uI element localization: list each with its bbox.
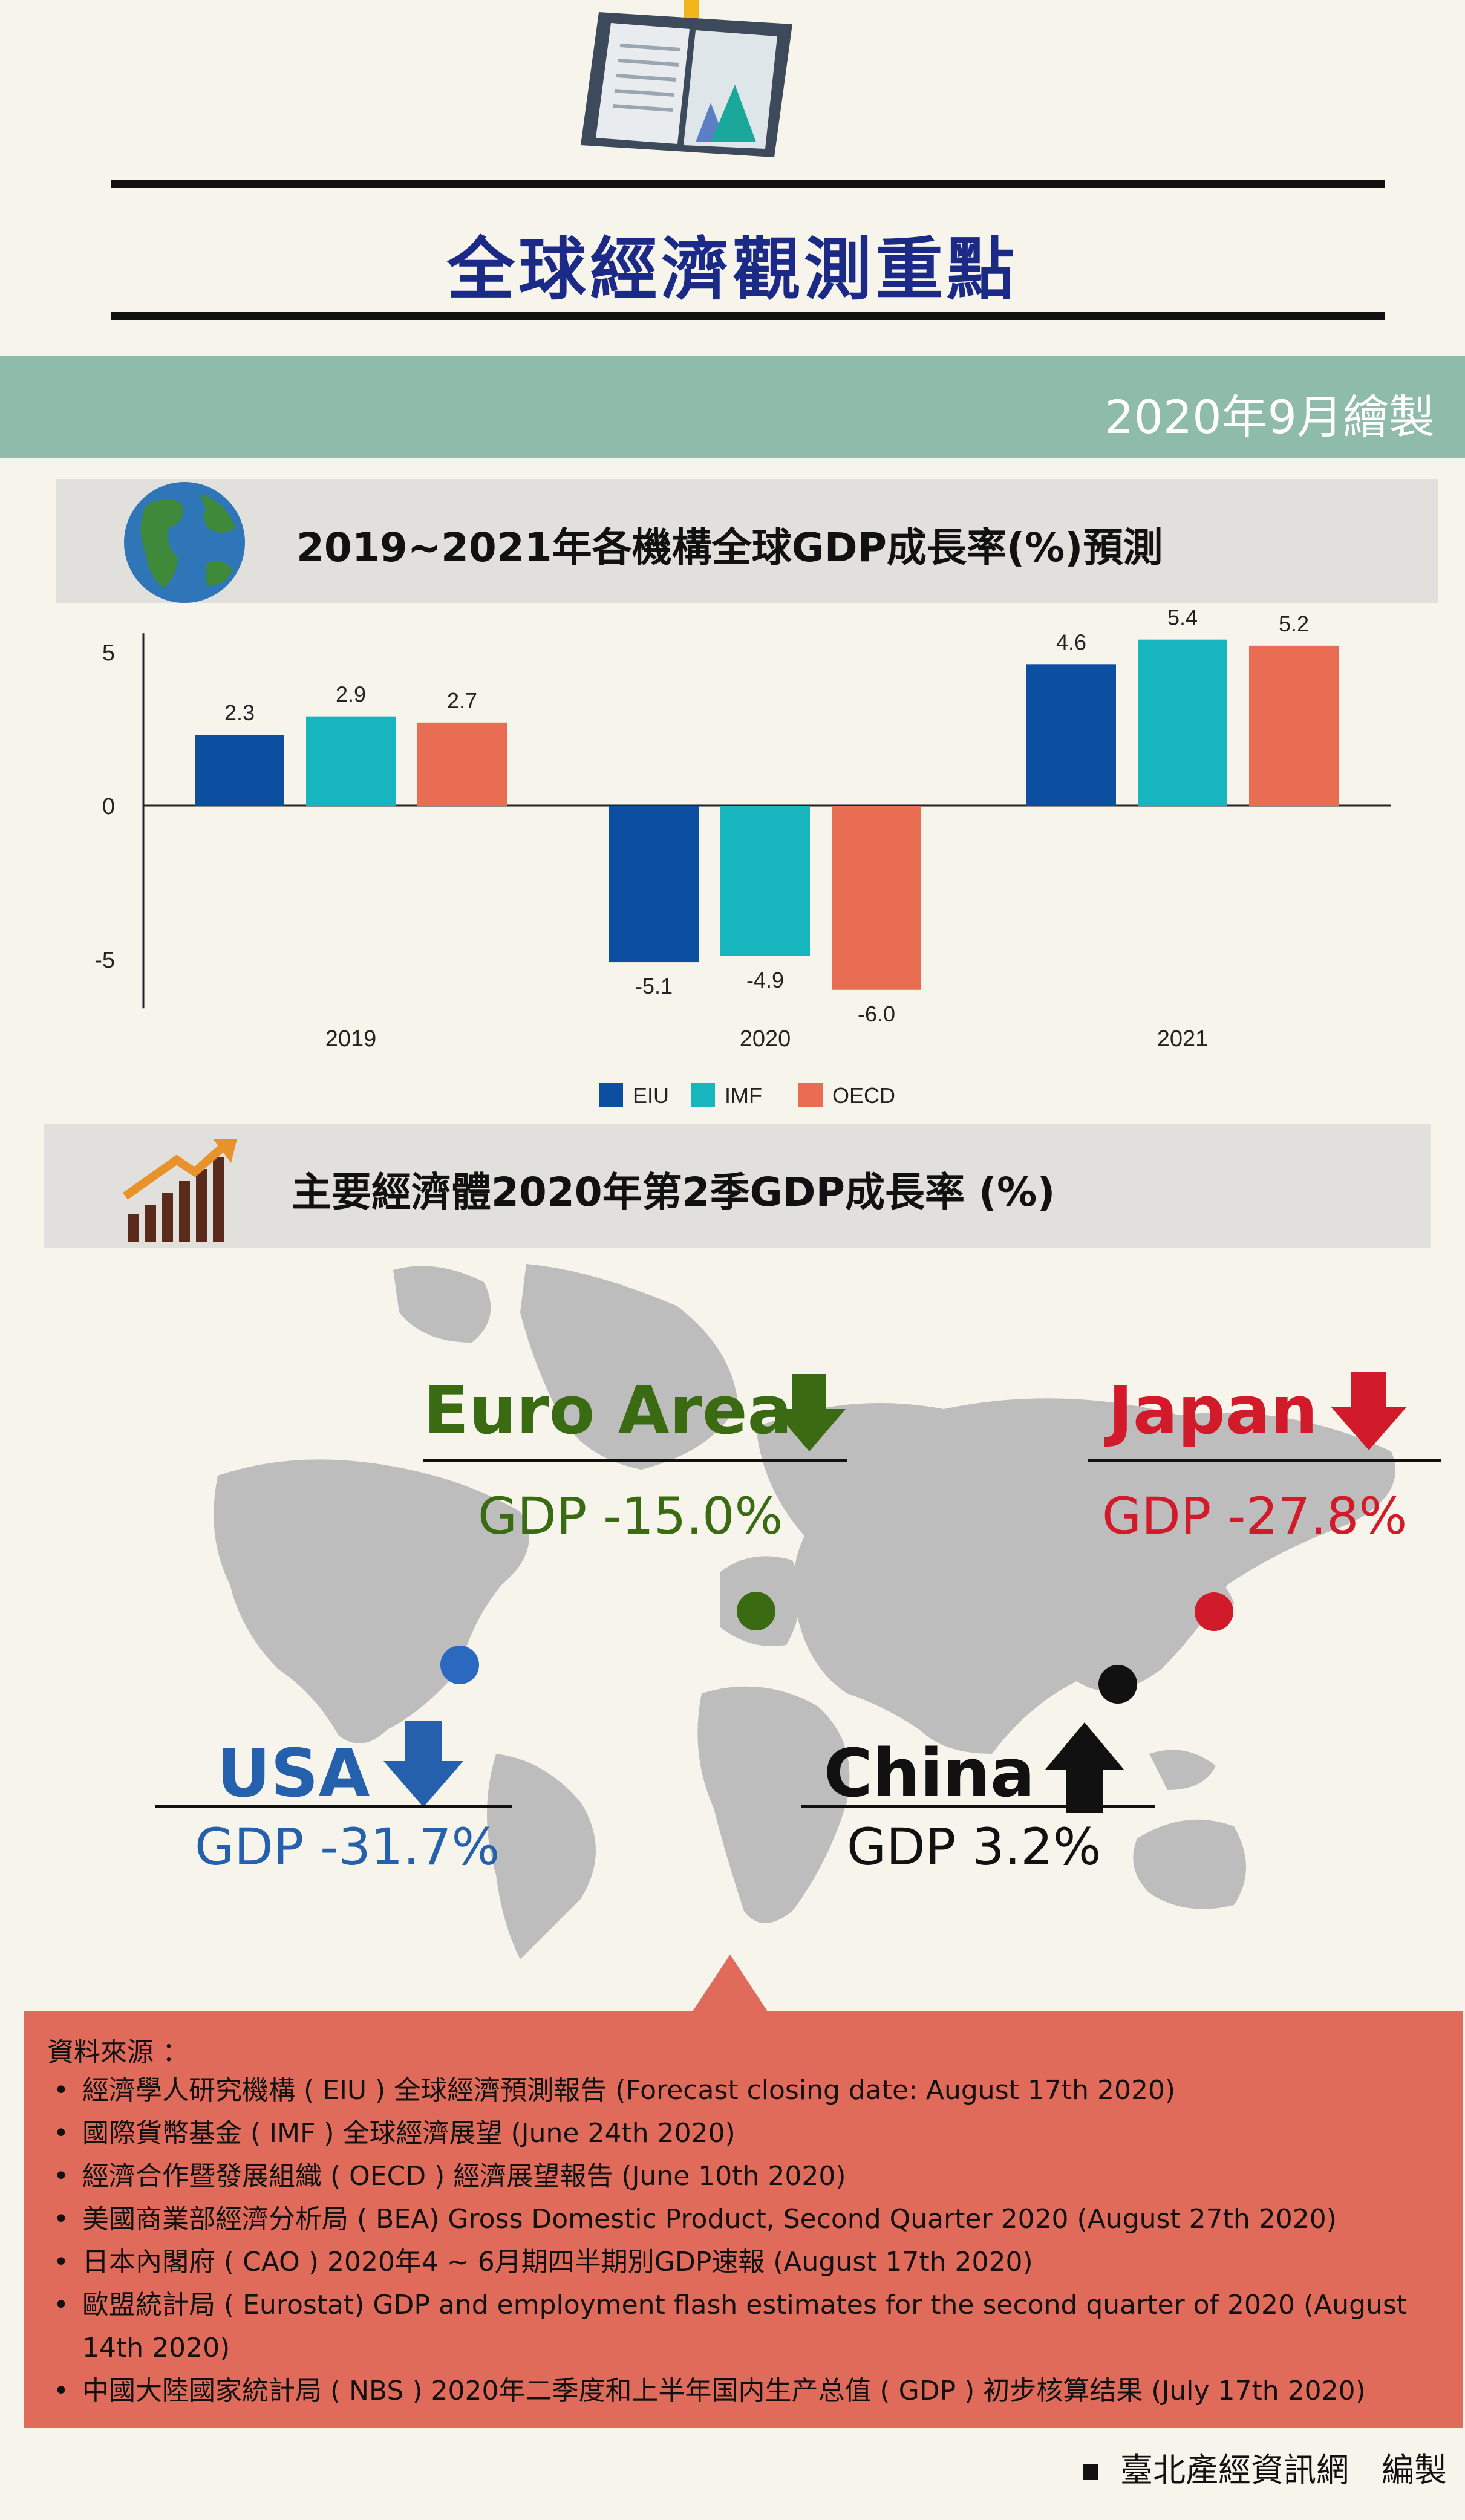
sources-list: 經濟學人研究機構 ( EIU ) 全球經濟預測報告 (Forecast clos… bbox=[47, 2069, 1457, 2412]
date-band: 2020年9月繪製 bbox=[0, 356, 1465, 458]
section-q2-header: 主要經濟體2020年第2季GDP成長率 (%) bbox=[44, 1124, 1431, 1248]
bar-imf-2021 bbox=[1138, 639, 1227, 806]
y-tick-label: 0 bbox=[102, 794, 115, 819]
source-item: 日本內閣府 ( CAO ) 2020年4 ~ 6月期四半期別GDP速報 (Aug… bbox=[47, 2241, 1457, 2284]
page-title: 全球經濟觀測重點 bbox=[447, 230, 1018, 309]
legend-label-imf: IMF bbox=[725, 1083, 762, 1108]
y-tick-label: -5 bbox=[94, 948, 115, 973]
x-tick-label: 2021 bbox=[1157, 1026, 1209, 1052]
data-label: 2.3 bbox=[224, 700, 255, 725]
bar-imf-2019 bbox=[306, 716, 396, 806]
euro-down-arrow-icon bbox=[773, 1374, 846, 1451]
data-label: 4.6 bbox=[1056, 630, 1086, 654]
china-underline bbox=[801, 1805, 1155, 1808]
source-item: 經濟學人研究機構 ( EIU ) 全球經濟預測報告 (Forecast clos… bbox=[47, 2069, 1457, 2112]
bar-eiu-2019 bbox=[195, 735, 284, 806]
globe-icon bbox=[124, 482, 245, 603]
bar-eiu-2021 bbox=[1026, 664, 1116, 806]
source-item: 美國商業部經濟分析局 ( BEA) Gross Domestic Product… bbox=[47, 2198, 1457, 2241]
date-note: 2020年9月繪製 bbox=[1104, 390, 1435, 444]
legend-label-eiu: EIU bbox=[633, 1083, 669, 1108]
bar-eiu-2020 bbox=[609, 806, 699, 963]
q2-section-title: 主要經濟體2020年第2季GDP成長率 (%) bbox=[292, 1169, 1056, 1216]
bar-oecd-2020 bbox=[832, 806, 921, 990]
euro-dot bbox=[737, 1592, 775, 1630]
data-label: -4.9 bbox=[746, 968, 784, 992]
data-label: 2.7 bbox=[447, 688, 477, 713]
sources-panel: 資料來源 ： 經濟學人研究機構 ( EIU ) 全球經濟預測報告 (Foreca… bbox=[24, 2011, 1463, 2428]
japan-gdp-value: GDP -27.8% bbox=[1102, 1486, 1408, 1546]
usa-gdp-value: GDP -31.7% bbox=[195, 1817, 500, 1877]
growth-chart-icon bbox=[122, 1139, 237, 1242]
x-tick-label: 2019 bbox=[325, 1026, 377, 1052]
china-up-arrow-icon bbox=[1045, 1722, 1124, 1813]
usa-down-arrow-icon bbox=[383, 1721, 463, 1807]
data-label: -5.1 bbox=[635, 974, 673, 998]
bar-imf-2020 bbox=[720, 806, 810, 956]
legend-swatch-eiu bbox=[599, 1083, 623, 1107]
japan-dot bbox=[1195, 1592, 1233, 1631]
euro-gdp-value: GDP -15.0% bbox=[478, 1486, 783, 1546]
legend-swatch-oecd bbox=[798, 1083, 823, 1107]
data-label: 5.2 bbox=[1279, 611, 1309, 636]
source-item: 國際貨幣基金 ( IMF ) 全球經濟展望 (June 24th 2020) bbox=[47, 2112, 1457, 2155]
data-label: -6.0 bbox=[858, 1001, 895, 1026]
book-chart-icon bbox=[581, 0, 792, 157]
china-dot bbox=[1098, 1665, 1137, 1704]
bar-oecd-2021 bbox=[1249, 645, 1339, 806]
euro-area-label: Euro Area bbox=[423, 1372, 792, 1449]
world-map bbox=[214, 1264, 1395, 1959]
data-label: 2.9 bbox=[336, 682, 366, 707]
data-label: 5.4 bbox=[1167, 605, 1198, 630]
japan-down-arrow-icon bbox=[1331, 1372, 1407, 1450]
japan-underline bbox=[1088, 1459, 1441, 1462]
china-gdp-value: GDP 3.2% bbox=[847, 1817, 1101, 1877]
bottom-rule bbox=[111, 312, 1385, 320]
x-tick-label: 2020 bbox=[740, 1026, 791, 1052]
section-forecast-header: 2019~2021年各機構全球GDP成長率(%)預測 bbox=[56, 479, 1438, 603]
sources-pointer bbox=[693, 1955, 768, 2011]
usa-label: USA bbox=[217, 1734, 370, 1812]
source-item: 經濟合作暨發展組織 ( OECD ) 經濟展望報告 (June 10th 202… bbox=[47, 2155, 1457, 2198]
footer: 臺北產經資訊網 編製 bbox=[1083, 2443, 1447, 2491]
usa-dot bbox=[440, 1646, 479, 1684]
sources-heading: 資料來源 ： bbox=[47, 2037, 189, 2068]
forecast-section-title: 2019~2021年各機構全球GDP成長率(%)預測 bbox=[296, 524, 1163, 571]
footer-square-icon bbox=[1083, 2464, 1098, 2481]
source-item: 中國大陸國家統計局 ( NBS ) 2020年二季度和上半年国内生产总值 ( G… bbox=[47, 2369, 1457, 2412]
source-item: 歐盟統計局 ( Eurostat) GDP and employment fla… bbox=[47, 2284, 1457, 2369]
china-label: China bbox=[824, 1734, 1036, 1812]
bar-oecd-2019 bbox=[417, 722, 507, 806]
footer-text: 臺北產經資訊網 編製 bbox=[1120, 2451, 1447, 2489]
legend-label-oecd: OECD bbox=[832, 1083, 895, 1108]
usa-underline bbox=[155, 1805, 512, 1808]
japan-label: Japan bbox=[1108, 1372, 1318, 1449]
top-rule bbox=[111, 180, 1385, 188]
gdp-forecast-chart: 5 0 -5 2019 2020 2021 2.3 -5.1 4.6 2.9 -4.9 5.4 2.7 -… bbox=[94, 605, 1391, 1108]
y-tick-label: 5 bbox=[102, 640, 115, 666]
euro-underline bbox=[423, 1459, 847, 1462]
legend-swatch-imf bbox=[691, 1083, 715, 1107]
